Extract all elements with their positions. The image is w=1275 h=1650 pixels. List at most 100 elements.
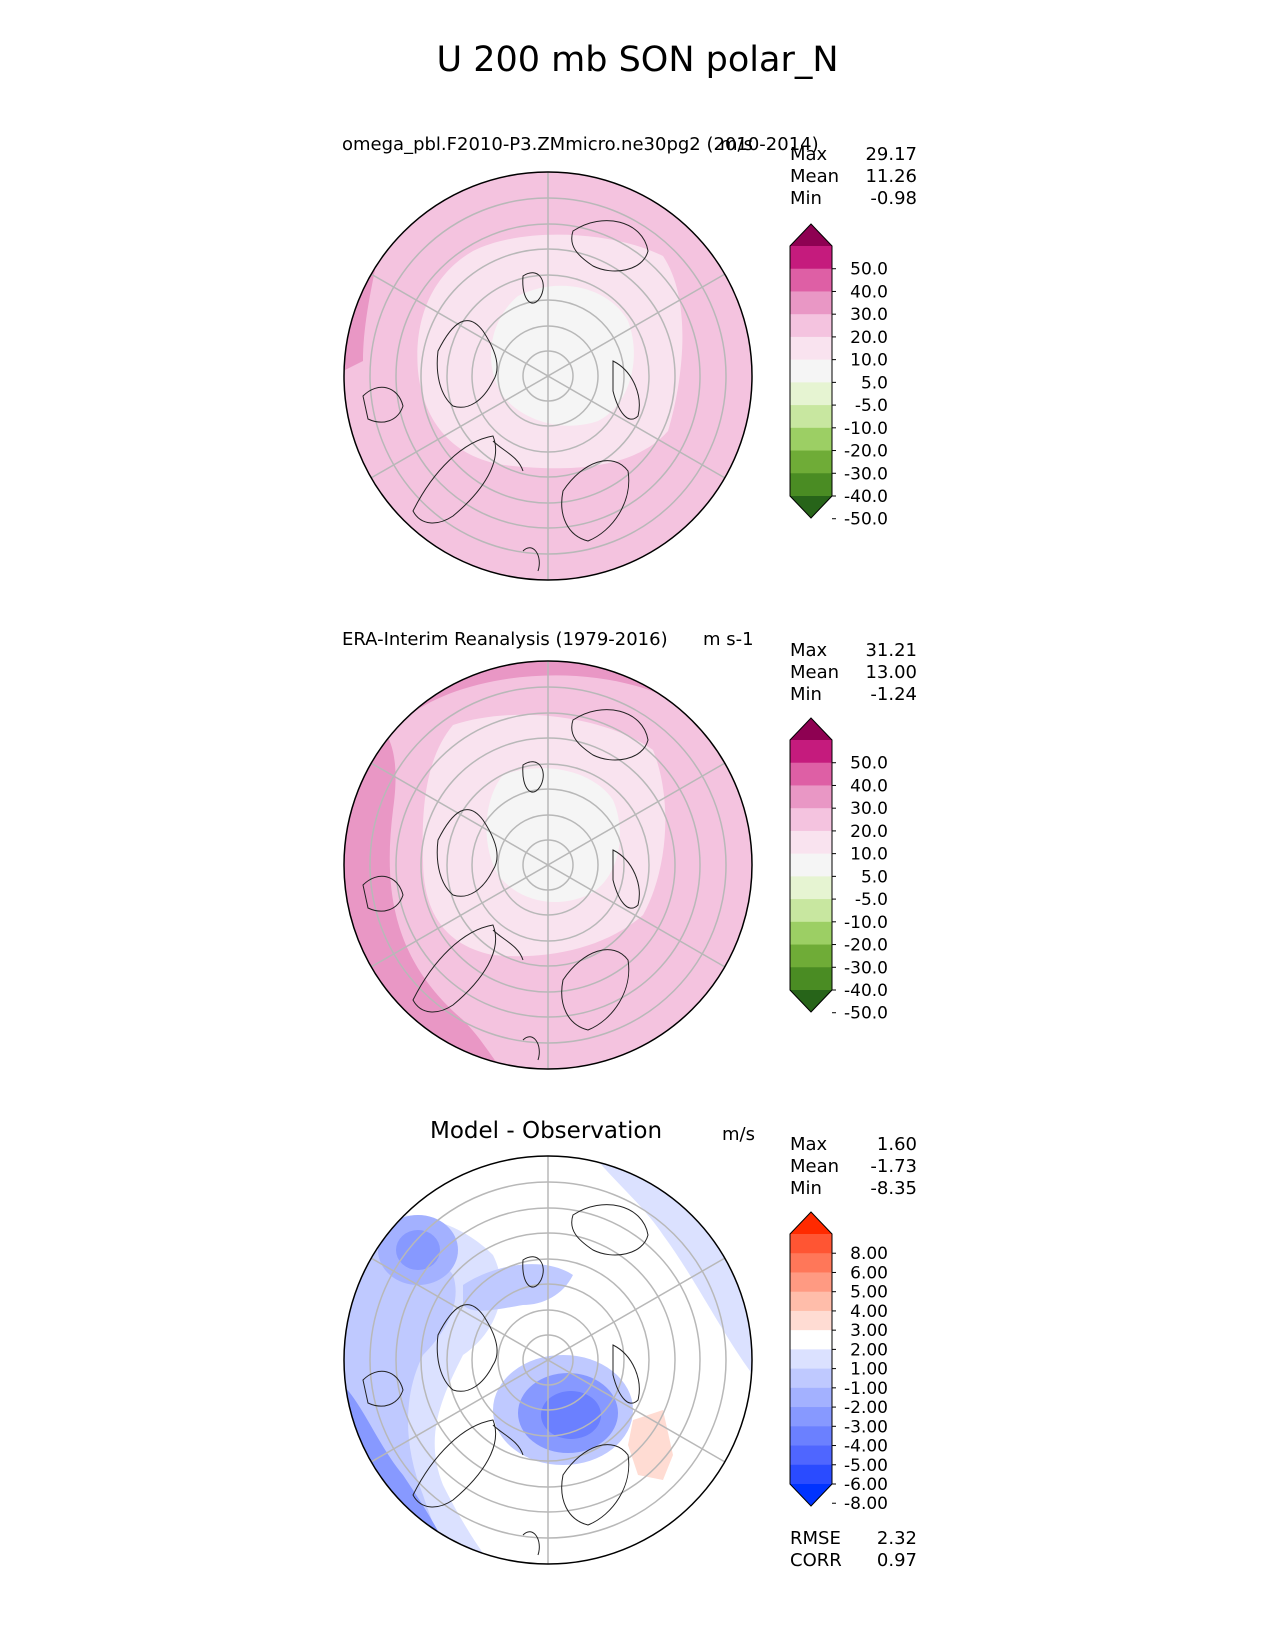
panel-2-field-calm	[486, 768, 620, 903]
colorbar-segment	[790, 450, 832, 474]
colorbar-tick-label: 10.0	[850, 845, 888, 865]
colorbar-tick-label: -40.0	[844, 981, 888, 1001]
colorbar-tick-label: 5.0	[861, 867, 888, 887]
colorbar-extension-min	[790, 990, 832, 1012]
colorbar-segment	[790, 944, 832, 968]
colorbar-segment	[790, 1234, 832, 1254]
colorbar-segment	[790, 1291, 832, 1312]
colorbar-segment	[790, 1445, 832, 1466]
colorbar-tick-label: 20.0	[850, 822, 888, 842]
colorbar-segment	[790, 1330, 832, 1350]
panel-2-field-jet-west	[344, 718, 503, 1069]
colorbar-extension-max	[790, 718, 832, 740]
panel-1-mean-label: Mean	[790, 166, 840, 187]
panel-3-title: Model - Observation	[430, 1118, 663, 1144]
panel-3-field-ring-neg	[463, 1264, 573, 1311]
colorbar-tick-label: -30.0	[844, 958, 888, 978]
panel-3-rmse-value: 2.32	[876, 1528, 917, 1549]
colorbar-tick-label: -10.0	[844, 419, 888, 439]
colorbar-tick-label: 5.0	[861, 373, 888, 393]
colorbar-segment	[790, 1426, 832, 1447]
colorbar-segment	[790, 785, 832, 809]
colorbar-tick-label: -5.00	[844, 1456, 888, 1476]
colorbar-segment	[790, 1368, 832, 1389]
colorbar-segment	[790, 762, 832, 786]
colorbar-tick-label: 10.0	[850, 351, 888, 371]
panel-2-graticule	[369, 661, 727, 1069]
colorbar-segment	[790, 1464, 832, 1485]
panel-1-min-label: Min	[790, 188, 822, 209]
panel-3-min-label: Min	[790, 1178, 822, 1199]
colorbar-tick-label: -20.0	[844, 442, 888, 462]
colorbar-segment	[790, 1349, 832, 1370]
colorbar-segment	[790, 336, 832, 361]
colorbar-segment	[790, 359, 832, 383]
colorbar-tick-label: 6.00	[850, 1263, 888, 1283]
colorbar-tick-label: 3.00	[850, 1321, 888, 1341]
colorbar-segment	[790, 853, 832, 877]
panel-3-field-nw-blob-core	[396, 1230, 440, 1270]
colorbar-segment	[790, 899, 832, 923]
panel-1-coastlines	[362, 220, 649, 572]
panel-2-mean-value: 13.00	[865, 662, 917, 683]
panel-3-units: m/s	[722, 1124, 755, 1145]
panel-3-corr-label: CORR	[790, 1550, 842, 1571]
colorbar-tick-label: -2.00	[844, 1398, 888, 1418]
colorbar-tick-label: -6.00	[844, 1475, 888, 1495]
colorbar-segment	[790, 808, 832, 832]
panel-1-max-value: 29.17	[865, 144, 917, 165]
panel-2-max-value: 31.21	[865, 640, 917, 661]
panel-1-min-value: -0.98	[870, 188, 917, 209]
colorbar-segment	[790, 967, 832, 991]
colorbar-tick-label: 50.0	[850, 260, 888, 280]
colorbar-tick-label: -3.00	[844, 1417, 888, 1437]
colorbar-tick-label: 5.00	[850, 1283, 888, 1303]
colorbar-tick-label: -50.0	[844, 510, 888, 530]
panel-3-mean-value: -1.73	[870, 1156, 917, 1177]
colorbar-tick-label: 20.0	[850, 328, 888, 348]
colorbar-extension-max	[790, 1212, 832, 1234]
colorbar-segment	[790, 473, 832, 497]
panel-1-mean-value: 11.26	[865, 166, 917, 187]
colorbar-tick-label: 40.0	[850, 282, 888, 302]
panel-3-corr-value: 0.97	[876, 1550, 917, 1571]
colorbar-segment	[790, 314, 832, 338]
colorbar-tick-label: -10.0	[844, 913, 888, 933]
colorbar-segment	[790, 382, 832, 406]
colorbar-segment	[790, 1253, 832, 1273]
panel-2-mean-label: Mean	[790, 662, 840, 683]
panel-3-min-value: -8.35	[870, 1178, 917, 1199]
colorbar-segment	[790, 1310, 832, 1331]
colorbar-tick-label: 40.0	[850, 776, 888, 796]
colorbar-segment	[790, 1387, 832, 1408]
figure-title: U 200 mb SON polar_N	[436, 40, 839, 80]
panel-3-coastlines	[362, 1204, 649, 1556]
colorbar-segment	[790, 830, 832, 855]
colorbar-tick-label: 2.00	[850, 1340, 888, 1360]
panel-3-rmse-label: RMSE	[790, 1528, 841, 1549]
colorbar-segment	[790, 1407, 832, 1427]
colorbar-tick-label: 30.0	[850, 305, 888, 325]
panel-1-title: omega_pbl.F2010-P3.ZMmicro.ne30pg2 (2010…	[342, 134, 819, 155]
colorbar-tick-label: 50.0	[850, 754, 888, 774]
colorbar-tick-label: -5.0	[855, 890, 888, 910]
colorbar-tick-label: -1.00	[844, 1379, 888, 1399]
colorbar-segment	[790, 268, 832, 292]
colorbar-segment	[790, 740, 832, 764]
colorbar-tick-label: 8.00	[850, 1244, 888, 1264]
colorbar-tick-label: -5.0	[855, 396, 888, 416]
panel-2-coastlines	[362, 709, 649, 1061]
panel-3-field-pos	[628, 1410, 673, 1480]
colorbar-segment	[790, 1272, 832, 1293]
panel-3-max-label: Max	[790, 1134, 828, 1155]
panel-2-min-label: Min	[790, 684, 822, 705]
colorbar-segment	[790, 427, 832, 452]
colorbar-tick-label: 1.00	[850, 1360, 888, 1380]
colorbar-tick-label: -20.0	[844, 936, 888, 956]
panel-3-polar-map	[343, 1155, 753, 1565]
colorbar-segment	[790, 876, 832, 900]
colorbar-segment	[790, 405, 832, 429]
colorbar-tick-label: -30.0	[844, 464, 888, 484]
